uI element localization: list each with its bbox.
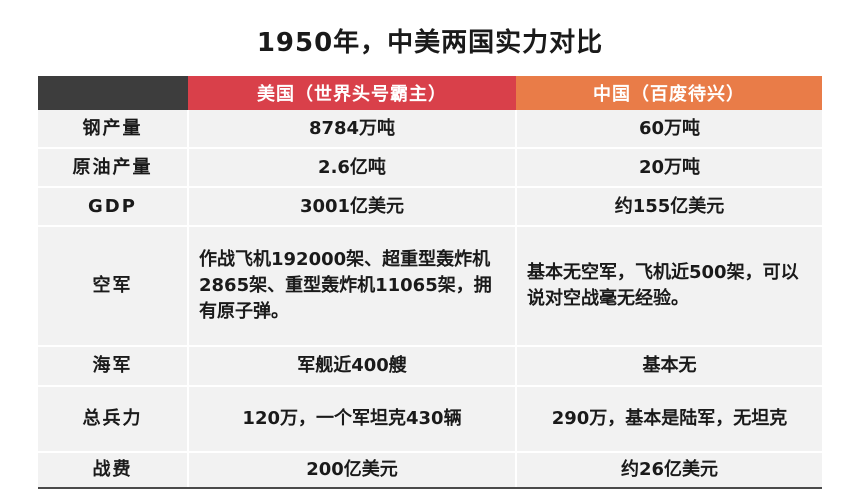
usa-value: 军舰近400艘 [187,346,516,387]
page-title: 1950年，中美两国实力对比 [256,28,604,58]
usa-value: 作战飞机192000架、超重型轰炸机2865架、重型轰炸机11065架，拥有原子… [187,226,516,347]
table-row: 战费 200亿美元 约26亿美元 [38,452,822,489]
china-value: 基本无空军，飞机近500架，可以说对空战毫无经验。 [515,226,822,347]
table-row: 海军 军舰近400艘 基本无 [38,346,822,387]
china-value: 约26亿美元 [515,452,822,489]
row-label: 钢产量 [38,110,188,149]
row-label: 战费 [38,452,188,489]
row-label: GDP [38,187,188,227]
china-value: 290万，基本是陆军，无坦克 [515,386,822,453]
table-row: 总兵力 120万，一个军坦克430辆 290万，基本是陆军，无坦克 [38,386,822,453]
usa-value: 3001亿美元 [187,187,516,227]
usa-value: 120万，一个军坦克430辆 [187,386,516,453]
usa-value: 2.6亿吨 [187,148,516,188]
header-china: 中国（百废待兴） [516,76,822,110]
table-header-row: 美国（世界头号霸主） 中国（百废待兴） [38,76,822,110]
china-value: 约155亿美元 [515,187,822,227]
comparison-table: 美国（世界头号霸主） 中国（百废待兴） 钢产量 8784万吨 60万吨 原油产量… [38,76,822,489]
china-value: 20万吨 [515,148,822,188]
header-label-column [38,76,188,110]
china-value: 基本无 [515,346,822,387]
row-label: 总兵力 [38,386,188,453]
usa-value: 200亿美元 [187,452,516,489]
usa-value: 8784万吨 [187,110,516,149]
table-row: 空军 作战飞机192000架、超重型轰炸机2865架、重型轰炸机11065架，拥… [38,226,822,347]
header-usa: 美国（世界头号霸主） [188,76,516,110]
table-row: 原油产量 2.6亿吨 20万吨 [38,148,822,188]
row-label: 空军 [38,226,188,347]
row-label: 海军 [38,346,188,387]
china-value: 60万吨 [515,110,822,149]
table-row: 钢产量 8784万吨 60万吨 [38,110,822,149]
table-row: GDP 3001亿美元 约155亿美元 [38,187,822,227]
row-label: 原油产量 [38,148,188,188]
